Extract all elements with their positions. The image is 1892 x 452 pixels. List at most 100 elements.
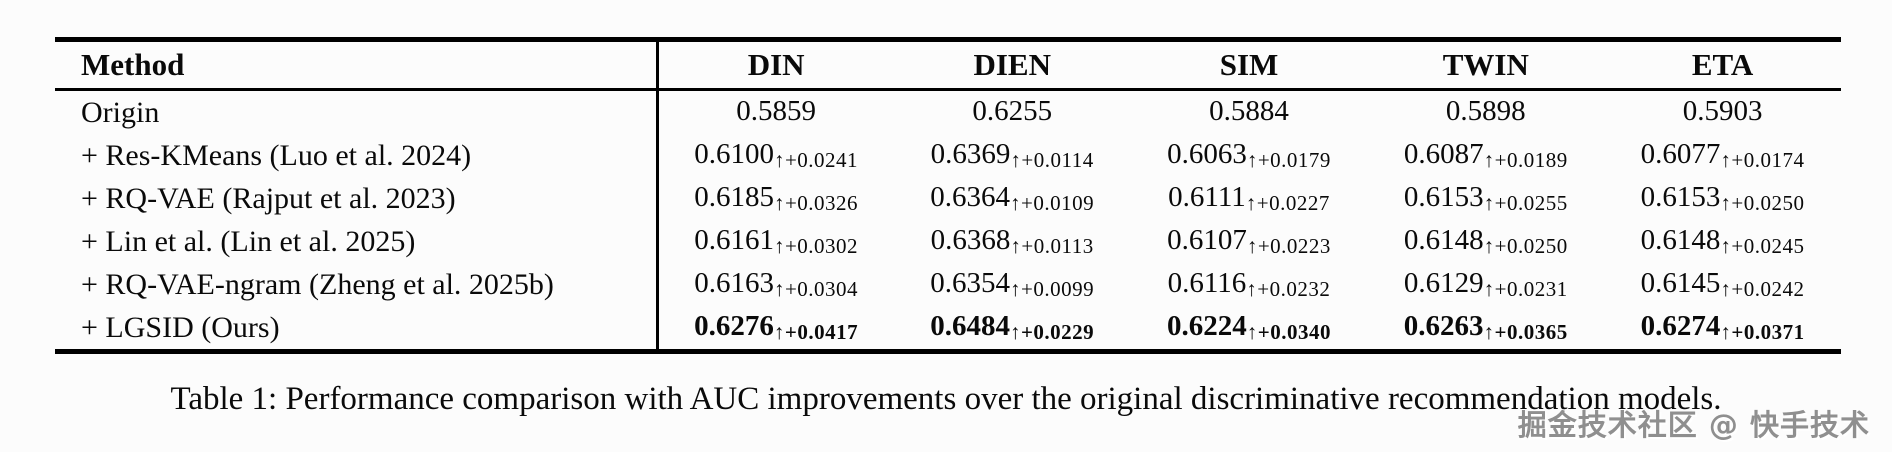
auc-value: 0.6161: [694, 224, 774, 256]
auc-improvement: ↑+0.0189: [1483, 148, 1568, 172]
auc-value: 0.6368: [930, 224, 1011, 256]
auc-value: 0.5884: [1209, 95, 1289, 127]
auc-value: 0.6100: [694, 138, 774, 170]
auc-value-cell: 0.6224↑+0.0340: [1131, 306, 1368, 352]
auc-improvement: ↑+0.0231: [1483, 277, 1568, 301]
table-row: + Res-KMeans (Luo et al. 2024) 0.6100↑+0…: [55, 134, 1841, 177]
auc-value: 0.6111: [1168, 181, 1246, 213]
auc-value: 0.6148: [1403, 224, 1484, 256]
auc-value: 0.6369: [930, 138, 1011, 170]
auc-value: 0.6087: [1403, 138, 1484, 170]
watermark: 掘金技术社区 @ 快手技术: [1517, 408, 1870, 442]
auc-value-cell: 0.6063↑+0.0179: [1131, 134, 1368, 177]
auc-value-cell: 0.6185↑+0.0326: [657, 177, 894, 220]
table-row: + RQ-VAE-ngram (Zheng et al. 2025b) 0.61…: [55, 263, 1841, 306]
auc-value: 0.6153: [1640, 181, 1721, 213]
auc-value: 0.5859: [736, 95, 817, 127]
auc-value-cell: 0.6274↑+0.0371: [1604, 306, 1841, 352]
auc-value: 0.6185: [694, 181, 774, 213]
auc-improvement: ↑+0.0304: [773, 277, 859, 301]
auc-value: 0.6107: [1167, 224, 1247, 256]
auc-value-cell: 0.6153↑+0.0250: [1604, 177, 1841, 220]
auc-value: 0.6364: [930, 181, 1011, 213]
auc-improvement: ↑+0.0227: [1245, 191, 1330, 215]
auc-value: 0.6224: [1167, 310, 1247, 342]
auc-improvement: ↑+0.0326: [773, 191, 859, 215]
method-cell: + Res-KMeans (Luo et al. 2024): [55, 134, 659, 177]
auc-improvement: ↑+0.0302: [773, 234, 859, 258]
auc-value-cell: 0.5898: [1367, 90, 1604, 135]
auc-value-cell: 0.6087↑+0.0189: [1367, 134, 1604, 177]
auc-value: 0.6484: [930, 310, 1010, 342]
auc-value: 0.5903: [1682, 95, 1763, 127]
auc-value-cell: 0.6153↑+0.0255: [1367, 177, 1604, 220]
auc-value-cell: 0.6364↑+0.0109: [894, 177, 1131, 220]
auc-improvement: ↑+0.0113: [1010, 234, 1094, 258]
table-row: + Lin et al. (Lin et al. 2025) 0.6161↑+0…: [55, 220, 1841, 263]
auc-improvement: ↑+0.0179: [1246, 148, 1331, 172]
auc-value-cell: 0.6077↑+0.0174: [1604, 134, 1841, 177]
auc-value-cell: 0.6276↑+0.0417: [657, 306, 894, 352]
auc-improvement: ↑+0.0223: [1246, 234, 1331, 258]
auc-value-cell: 0.6484↑+0.0229: [894, 306, 1131, 352]
auc-improvement: ↑+0.0099: [1010, 277, 1095, 301]
auc-value-cell: 0.5859: [657, 90, 894, 135]
table-row: + RQ-VAE (Rajput et al. 2023) 0.6185↑+0.…: [55, 177, 1841, 220]
table-row-ours: + LGSID (Ours) 0.6276↑+0.0417 0.6484↑+0.…: [55, 306, 1841, 352]
method-cell: + RQ-VAE (Rajput et al. 2023): [55, 177, 659, 220]
auc-improvement: ↑+0.0229: [1009, 320, 1095, 344]
auc-improvement: ↑+0.0250: [1720, 191, 1805, 215]
auc-improvement: ↑+0.0114: [1010, 148, 1094, 172]
auc-improvement: ↑+0.0365: [1483, 320, 1568, 344]
auc-value: 0.6354: [930, 267, 1011, 299]
column-header-eta: ETA: [1604, 39, 1841, 91]
method-cell: + LGSID (Ours): [55, 306, 659, 352]
auc-improvement: ↑+0.0109: [1010, 191, 1095, 215]
auc-improvement: ↑+0.0245: [1720, 234, 1805, 258]
method-cell: + Lin et al. (Lin et al. 2025): [55, 220, 659, 263]
auc-value: 0.6145: [1640, 267, 1721, 299]
auc-value-cell: 0.6255: [894, 90, 1131, 135]
auc-value: 0.5898: [1445, 95, 1526, 127]
auc-value: 0.6255: [972, 95, 1053, 127]
auc-value: 0.6274: [1640, 310, 1721, 342]
auc-value: 0.6263: [1403, 310, 1484, 342]
auc-value-cell: 0.6163↑+0.0304: [657, 263, 894, 306]
auc-improvement: ↑+0.0255: [1483, 191, 1568, 215]
auc-improvement: ↑+0.0241: [773, 148, 859, 172]
auc-value-cell: 0.6354↑+0.0099: [894, 263, 1131, 306]
auc-improvement: ↑+0.0232: [1246, 277, 1331, 301]
column-header-sim: SIM: [1130, 39, 1368, 91]
column-header-din: DIN: [657, 39, 894, 91]
method-cell: Origin: [55, 89, 659, 134]
auc-value-cell: 0.6161↑+0.0302: [657, 220, 894, 263]
auc-value: 0.6276: [694, 310, 774, 342]
results-table: Method DIN DIEN SIM TWIN ETA Origin 0.58…: [55, 37, 1841, 354]
method-cell: + RQ-VAE-ngram (Zheng et al. 2025b): [55, 263, 659, 306]
auc-improvement: ↑+0.0174: [1720, 148, 1805, 172]
auc-value-cell: 0.6111↑+0.0227: [1131, 177, 1368, 220]
auc-value: 0.6077: [1640, 138, 1721, 170]
auc-value-cell: 0.6369↑+0.0114: [894, 134, 1131, 177]
auc-value-cell: 0.6145↑+0.0242: [1604, 263, 1841, 306]
auc-value-cell: 0.6263↑+0.0365: [1367, 306, 1604, 352]
auc-improvement: ↑+0.0371: [1720, 320, 1805, 344]
column-header-method: Method: [55, 39, 659, 91]
auc-value-cell: 0.5903: [1604, 90, 1841, 135]
auc-value: 0.6148: [1640, 224, 1721, 256]
auc-value-cell: 0.6148↑+0.0245: [1604, 220, 1841, 263]
auc-value-cell: 0.6116↑+0.0232: [1131, 263, 1368, 306]
auc-value-cell: 0.6148↑+0.0250: [1367, 220, 1604, 263]
header-row: Method DIN DIEN SIM TWIN ETA: [55, 39, 1841, 91]
auc-improvement: ↑+0.0242: [1720, 277, 1805, 301]
table-caption: Table 1: Performance comparison with AUC…: [170, 381, 1722, 417]
auc-value-cell: 0.6368↑+0.0113: [894, 220, 1131, 263]
column-header-dien: DIEN: [893, 39, 1131, 91]
auc-value-cell: 0.6100↑+0.0241: [657, 134, 894, 177]
auc-value-cell: 0.5884: [1131, 90, 1368, 135]
table-row: Origin 0.5859 0.6255 0.5884 0.5898 0.590…: [55, 89, 1841, 135]
column-header-twin: TWIN: [1367, 39, 1605, 91]
auc-improvement: ↑+0.0340: [1246, 320, 1331, 344]
auc-value: 0.6063: [1167, 138, 1247, 170]
